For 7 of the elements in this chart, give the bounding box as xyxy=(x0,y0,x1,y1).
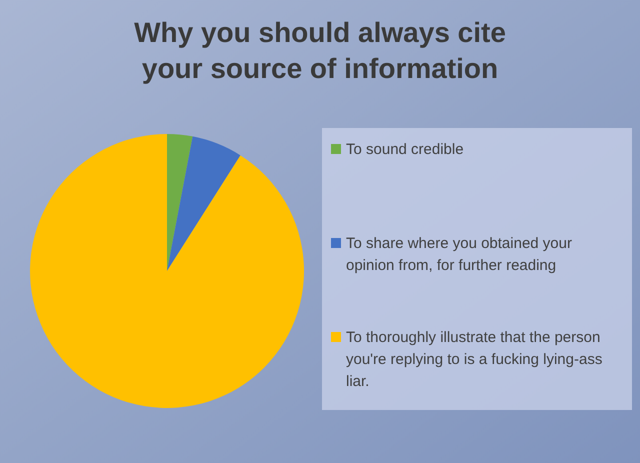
legend-label: To share where you obtained your opinion from, for further reading xyxy=(346,235,572,274)
chart-title: Why you should always cite your source of information xyxy=(134,17,506,84)
legend-label: To thoroughly illustrate that the person you're replying to is a fucking lying-ass liar. xyxy=(346,329,602,390)
legend-label: To sound credible xyxy=(346,141,464,158)
pie-slice xyxy=(167,134,193,271)
pie-slice xyxy=(30,134,304,408)
pie-slice xyxy=(167,136,240,271)
